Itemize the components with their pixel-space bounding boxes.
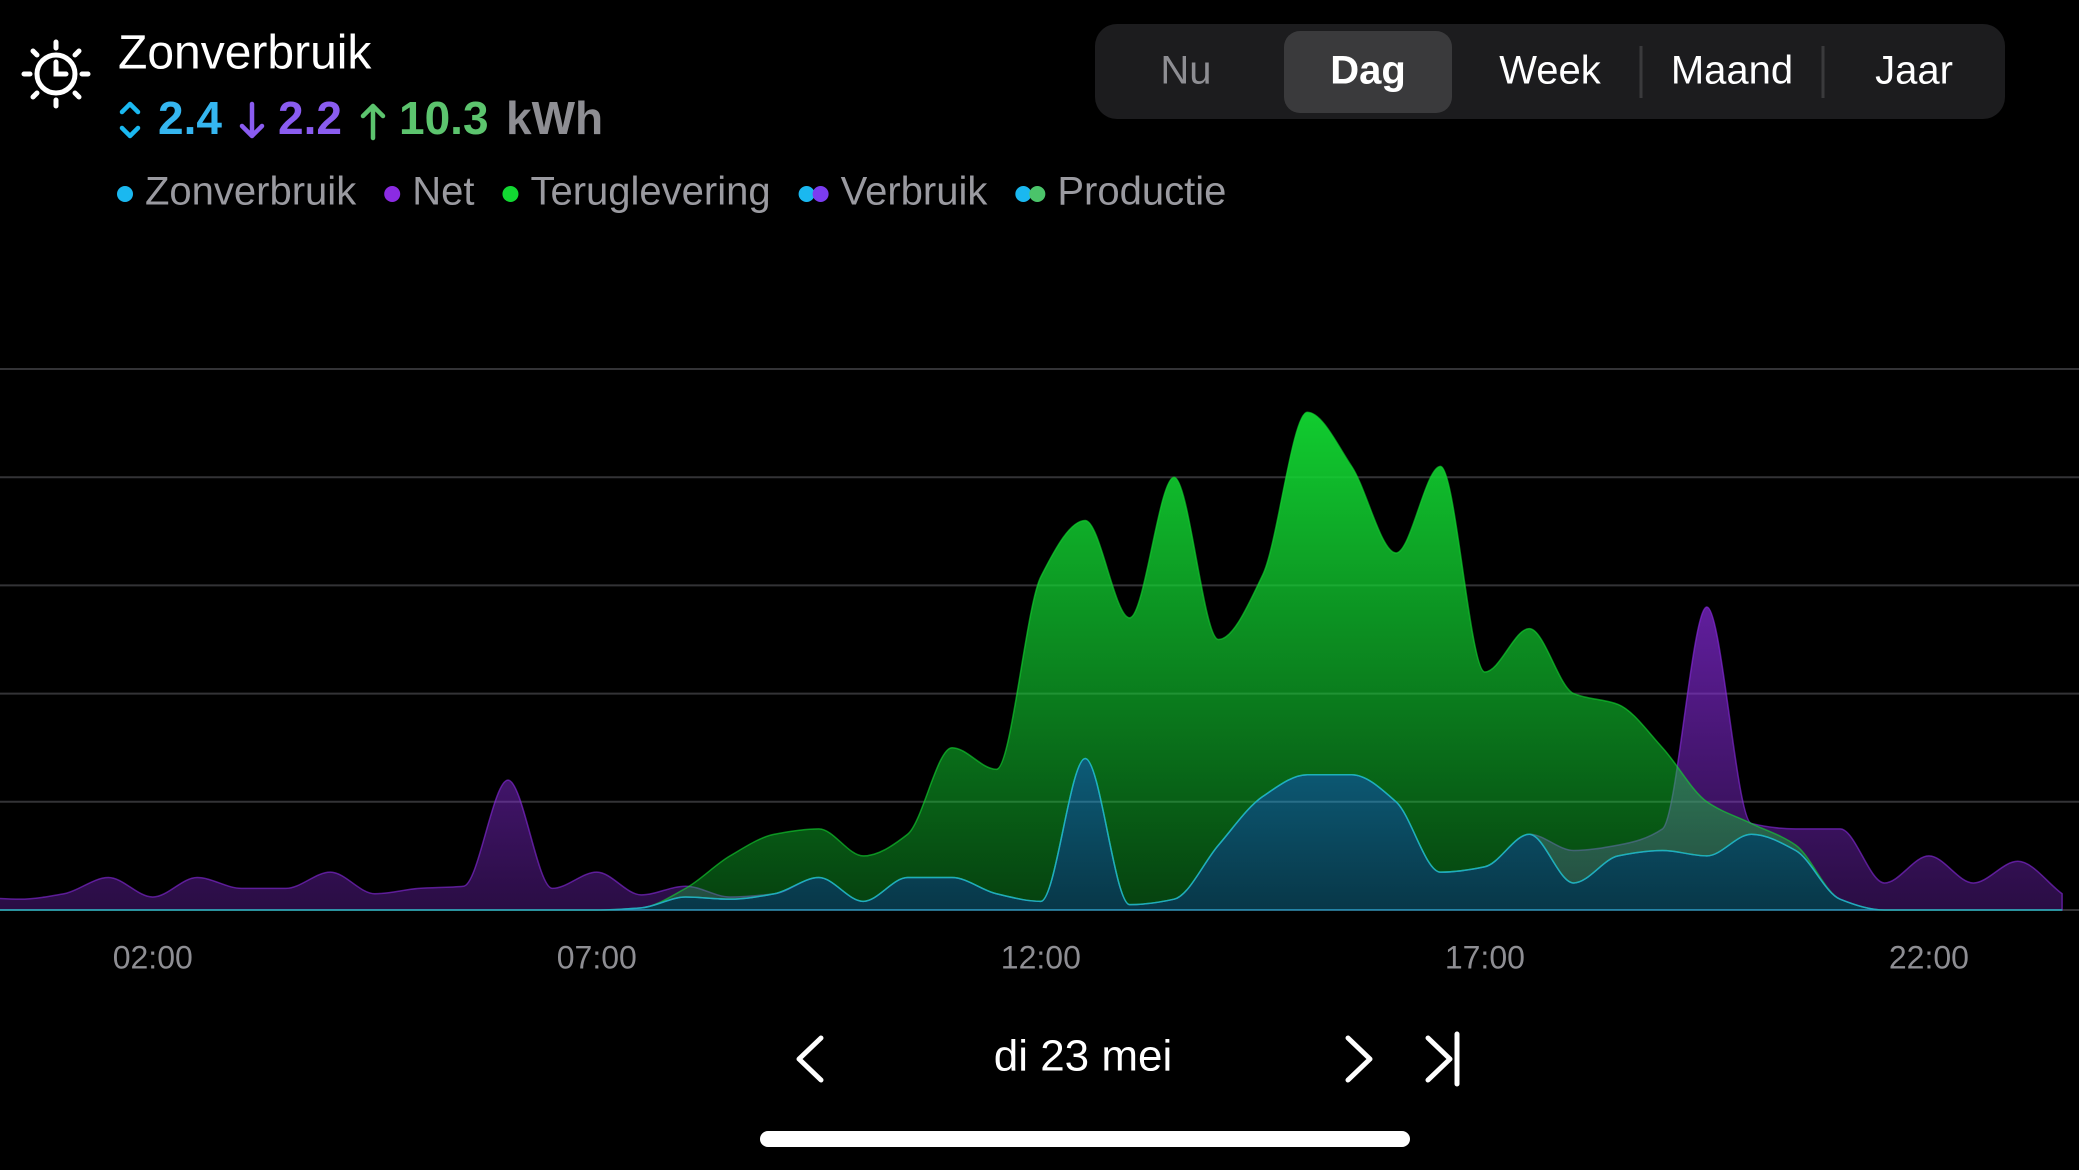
tab[interactable]: Week bbox=[1499, 49, 1602, 93]
legend-dot bbox=[117, 186, 133, 202]
legend-dot bbox=[798, 186, 815, 202]
x-tick-label: 07:00 bbox=[557, 939, 637, 975]
summary-icon-both bbox=[119, 101, 141, 139]
legend-label: Teruglevering bbox=[530, 170, 770, 214]
legend-label: Zonverbruik bbox=[145, 170, 357, 214]
plot: 02:00 07:00 12:00 17:00 22:00 bbox=[0, 368, 2079, 975]
tab[interactable]: Jaar bbox=[1875, 49, 1953, 93]
summary-net: 2.2 bbox=[278, 92, 342, 144]
legend-dot bbox=[384, 186, 401, 202]
prev-button[interactable] bbox=[796, 1035, 824, 1083]
date-label: di 23 mei bbox=[994, 1032, 1173, 1081]
next-button[interactable] bbox=[1345, 1035, 1373, 1083]
home-indicator bbox=[760, 1131, 1410, 1147]
legend-dot bbox=[1015, 186, 1032, 202]
legend: Zonverbruik Net Teruglevering Verbruik Produ… bbox=[117, 170, 1226, 214]
x-tick-label: 02:00 bbox=[113, 939, 193, 975]
tab-selected-bg bbox=[1284, 31, 1452, 113]
summary-icon-down bbox=[239, 101, 265, 139]
summary-return: 10.3 bbox=[399, 92, 489, 144]
legend-dot bbox=[812, 186, 829, 202]
tabs: Nu Dag Week Maand Jaar bbox=[1160, 31, 1953, 113]
legend-dot bbox=[502, 186, 519, 202]
legend-label: Net bbox=[412, 170, 474, 214]
legend-label: Verbruik bbox=[841, 170, 989, 214]
sun-icon bbox=[21, 39, 91, 109]
tab[interactable]: Nu bbox=[1160, 49, 1211, 93]
title: Zonverbruik bbox=[118, 27, 372, 80]
summary-icon-up bbox=[360, 103, 386, 141]
area-zonverbruik bbox=[0, 757, 2063, 911]
summary-self: 2.4 bbox=[158, 92, 222, 144]
summary-unit: kWh bbox=[506, 92, 603, 144]
tab[interactable]: Maand bbox=[1671, 49, 1793, 93]
x-tick-label: 12:00 bbox=[1001, 939, 1081, 975]
legend-label: Productie bbox=[1057, 170, 1226, 214]
last-button[interactable] bbox=[1425, 1031, 1460, 1087]
legend-dot bbox=[1029, 186, 1046, 202]
tab[interactable]: Dag bbox=[1330, 49, 1406, 93]
x-tick-label: 22:00 bbox=[1889, 939, 1969, 975]
x-tick-label: 17:00 bbox=[1445, 939, 1525, 975]
